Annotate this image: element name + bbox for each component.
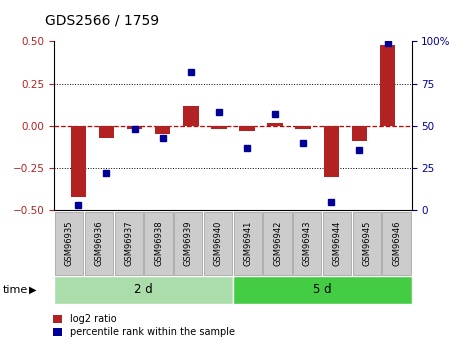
Bar (183, 106, 199, 126)
FancyBboxPatch shape (54, 276, 233, 304)
Bar (99, 126, 114, 138)
Text: GSM96937: GSM96937 (124, 220, 133, 266)
FancyBboxPatch shape (85, 212, 113, 275)
Bar (239, 126, 255, 131)
FancyBboxPatch shape (323, 212, 351, 275)
Bar (267, 122, 283, 126)
Legend: log2 ratio, percentile rank within the sample: log2 ratio, percentile rank within the s… (50, 312, 238, 340)
FancyBboxPatch shape (383, 212, 411, 275)
FancyBboxPatch shape (263, 212, 292, 275)
Text: time: time (2, 285, 27, 295)
FancyBboxPatch shape (353, 212, 381, 275)
Bar (296, 126, 311, 129)
FancyBboxPatch shape (234, 212, 262, 275)
Bar (352, 126, 367, 141)
FancyBboxPatch shape (55, 212, 83, 275)
Text: GDS2566 / 1759: GDS2566 / 1759 (45, 14, 159, 28)
Bar (70, 126, 86, 197)
Text: GSM96935: GSM96935 (65, 220, 74, 266)
FancyBboxPatch shape (114, 212, 143, 275)
Text: GSM96939: GSM96939 (184, 220, 193, 266)
FancyBboxPatch shape (174, 212, 202, 275)
Text: GSM96943: GSM96943 (303, 220, 312, 266)
Text: ▶: ▶ (29, 285, 37, 295)
Bar (380, 45, 395, 126)
Text: 5 d: 5 d (313, 283, 332, 296)
Bar (324, 126, 339, 177)
Text: GSM96938: GSM96938 (154, 220, 163, 266)
FancyBboxPatch shape (293, 212, 322, 275)
Text: GSM96946: GSM96946 (392, 220, 401, 266)
FancyBboxPatch shape (233, 276, 412, 304)
Text: 2 d: 2 d (134, 283, 153, 296)
Text: GSM96941: GSM96941 (243, 220, 252, 266)
Text: GSM96940: GSM96940 (214, 220, 223, 266)
Bar (155, 126, 170, 134)
Bar (127, 126, 142, 129)
Text: GSM96944: GSM96944 (333, 220, 342, 266)
Bar (211, 126, 227, 129)
Text: GSM96945: GSM96945 (362, 220, 371, 266)
FancyBboxPatch shape (144, 212, 173, 275)
Text: GSM96942: GSM96942 (273, 220, 282, 266)
Text: GSM96936: GSM96936 (95, 220, 104, 266)
FancyBboxPatch shape (204, 212, 232, 275)
